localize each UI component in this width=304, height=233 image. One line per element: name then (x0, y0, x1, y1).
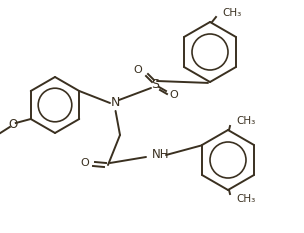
Text: O: O (81, 158, 89, 168)
Text: O: O (8, 117, 17, 130)
Text: S: S (151, 79, 159, 92)
Text: CH₃: CH₃ (222, 8, 241, 18)
Text: O: O (134, 65, 142, 75)
Text: O: O (170, 90, 178, 100)
Text: NH: NH (152, 148, 170, 161)
Text: CH₃: CH₃ (236, 194, 255, 204)
Text: CH₃: CH₃ (236, 116, 255, 126)
Text: N: N (110, 96, 120, 110)
